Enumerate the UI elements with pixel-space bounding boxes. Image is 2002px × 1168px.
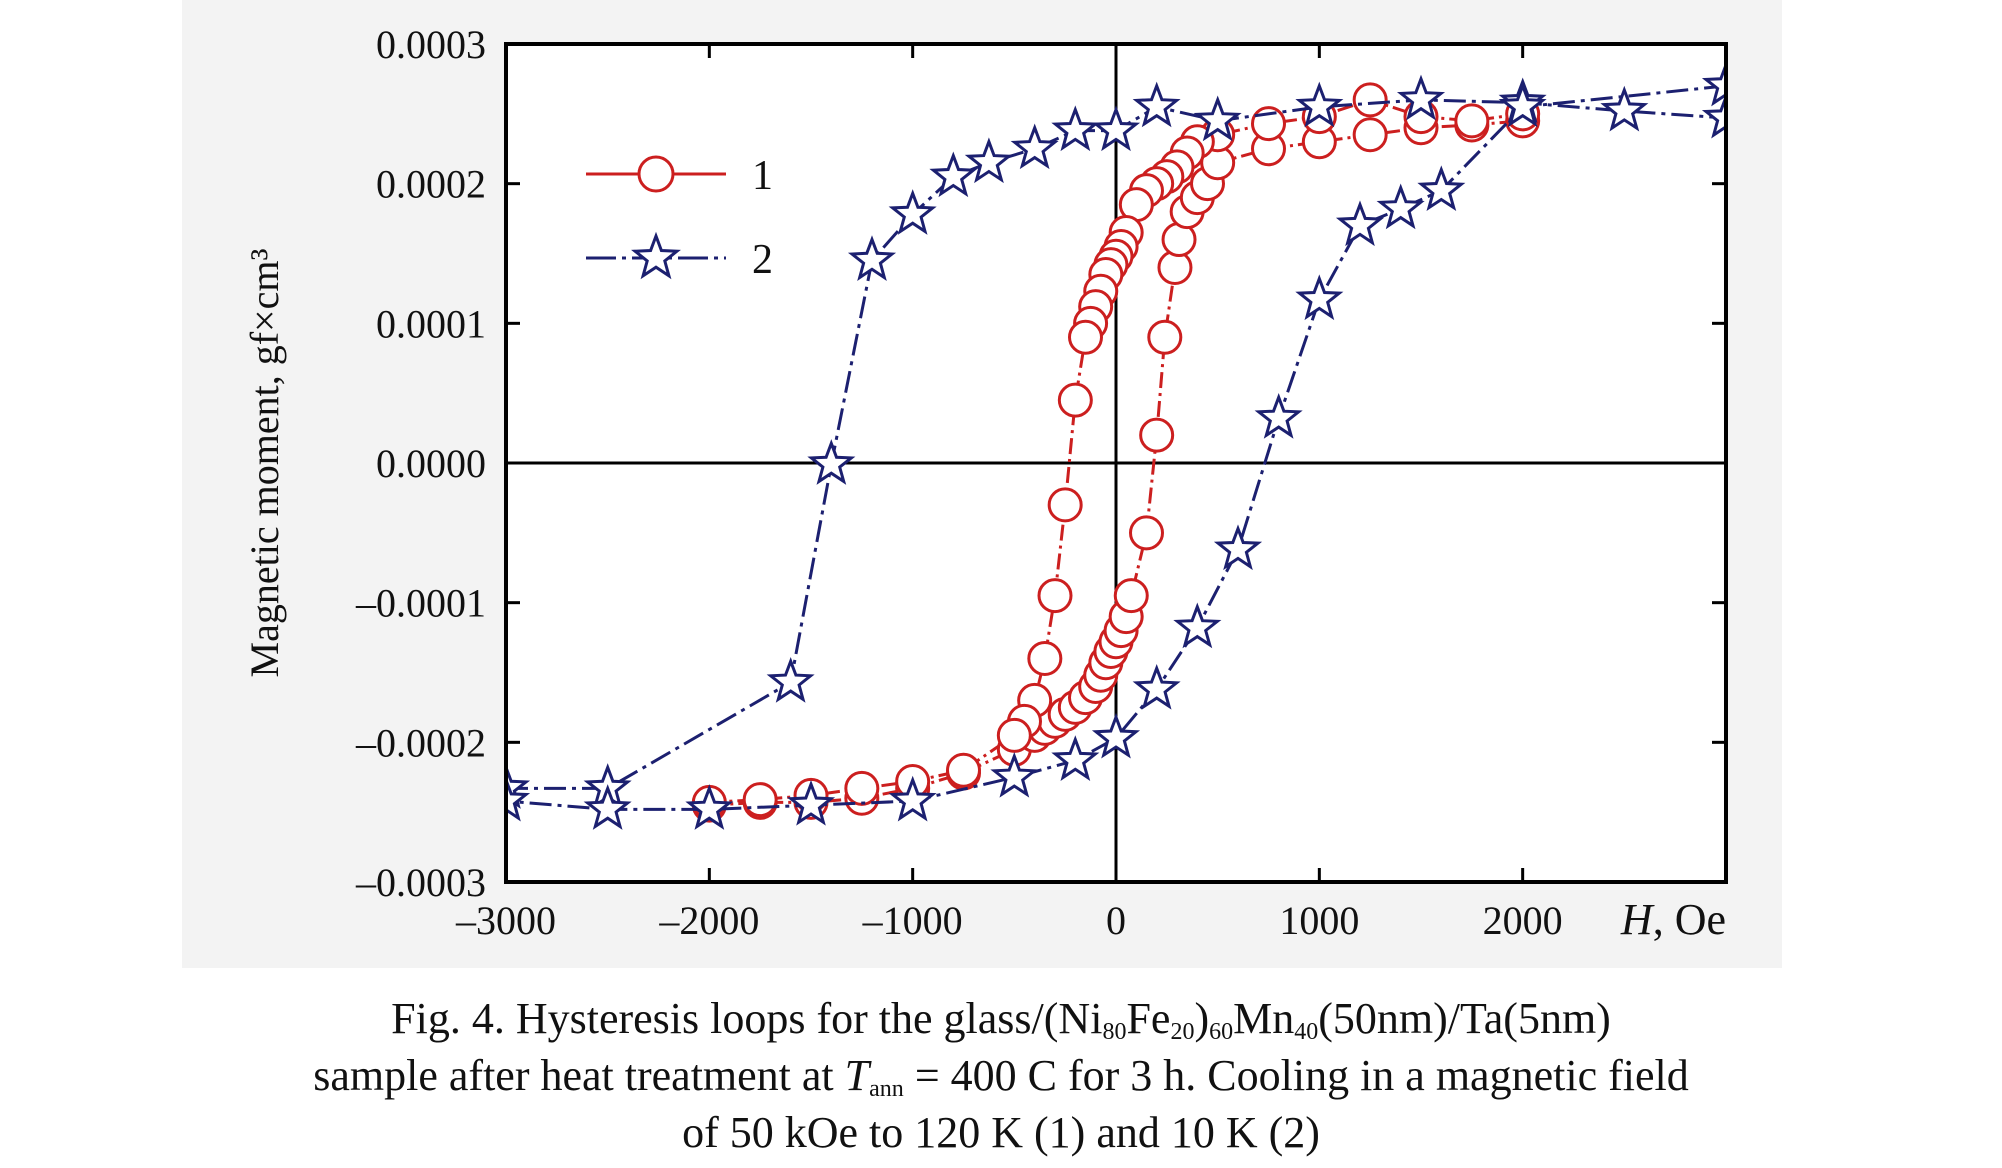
series-2-point [1091,712,1141,759]
series-2-point [786,779,836,826]
legend-label-2: 2 [752,237,773,283]
series-1-point [1113,578,1149,614]
series-2-branch-1-line [506,98,1726,790]
series-2-point [1600,85,1649,132]
x-axis-label-unit: , Oe [1653,895,1726,944]
series-2-point [1295,274,1344,321]
caption-line-1: Fig. 4. Hysteresis loops for the glass/(… [391,994,1611,1045]
series-1-point [1057,382,1093,418]
series-1-point [996,717,1032,753]
x-axis-label: H, Oe [1620,895,1726,944]
x-tick-label: 1000 [1279,898,1359,943]
series-1-point [1454,103,1490,139]
legend-marker-1 [637,155,675,193]
x-axis-label-symbol: H [1620,895,1655,944]
series-1-point [1047,487,1083,523]
series-2-point [929,151,978,198]
series-2-point [1051,105,1100,152]
series-2-point [766,657,815,703]
tick-labels-layer: –3000 –2000 –1000 0 1000 2000 0.0003 0.0002 0.00… [355,22,1563,943]
y-tick-label: –0.0003 [355,860,486,905]
series-2-point [1396,74,1446,121]
series-2-point [1173,602,1222,649]
y-tick-label: 0.0000 [376,441,486,486]
legend-marker-2 [631,231,681,280]
series-1-point [1027,641,1063,677]
series-2-point [888,775,937,822]
series-2-point [1701,60,1726,107]
y-axis-label: Magnetic moment, gf×cm³ [242,249,287,678]
series-2-point [1213,524,1263,571]
series-2-point [1295,81,1344,128]
series-2-point [1193,95,1242,142]
series-1-point [1147,319,1183,355]
series-1-point [946,752,981,788]
x-tick-label: –1000 [862,898,963,943]
series-1-point [1352,117,1388,153]
y-tick-label: –0.0002 [355,720,486,765]
series-2-point [990,752,1039,798]
series-2-point [888,189,937,235]
y-tick-label: 0.0003 [376,22,486,67]
y-tick-label: –0.0001 [355,581,486,626]
series-2-point [847,235,897,281]
series-1-point [1037,578,1073,614]
series-2-point [1254,393,1303,439]
caption-line-2: sample after heat treatment at Tann = 40… [313,1051,1689,1102]
series-2-point [1132,81,1181,128]
x-tick-label: –2000 [658,898,759,943]
legend-label-1: 1 [752,153,773,199]
series-1-point [1129,515,1164,551]
y-tick-label: 0.0001 [376,301,486,346]
hysteresis-chart: –3000 –2000 –1000 0 1000 2000 0.0003 0.0002 0.00… [242,22,1728,944]
x-tick-label: –3000 [455,898,556,943]
series-2-point [1051,735,1100,781]
figure-caption: Fig. 4. Hysteresis loops for the glass/(… [0,990,2002,1161]
series-2-point [1335,200,1385,247]
x-tick-label: 2000 [1483,898,1563,943]
ticks-layer [504,42,1726,884]
series-1-point [1139,417,1175,453]
y-tick-label: 0.0002 [376,162,486,207]
series-2-point [583,784,632,830]
legend: 12 [586,153,773,283]
series-1-point [844,770,880,806]
series-2-point [685,784,734,830]
series-2-point [1701,92,1726,139]
series-2-point [807,439,856,485]
series-2-point [1091,105,1141,152]
series-2-point [1132,664,1181,710]
series-2-point [964,137,1013,184]
series-layer [506,60,1726,830]
series-2-point [1498,81,1547,128]
caption-line-3: of 50 kOe to 120 K (1) and 10 K (2) [682,1108,1320,1157]
series-1-point [742,782,778,818]
series-2-point [1417,165,1466,212]
series-2 [506,60,1726,830]
series-1-point [1068,319,1103,355]
series-2-point [1376,183,1425,230]
series-2-point [506,775,531,822]
series-2-point [1010,123,1059,170]
series-1-point [1352,82,1388,118]
x-tick-label: 0 [1106,898,1126,943]
